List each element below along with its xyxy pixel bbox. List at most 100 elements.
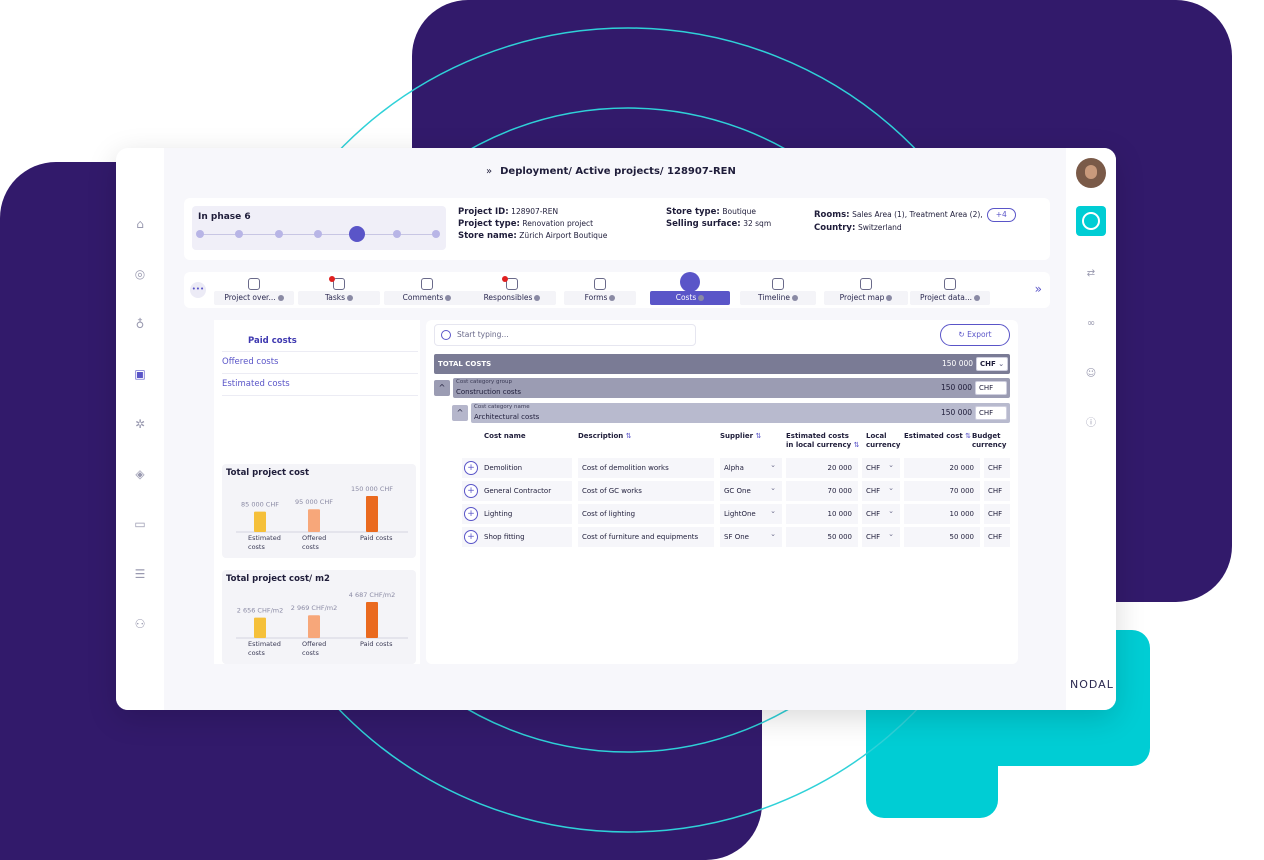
estimated-local-cell[interactable]: 50 000 [786, 527, 858, 547]
phase-dot[interactable] [196, 230, 204, 238]
add-icon[interactable]: + [464, 461, 478, 475]
total-currency-select[interactable]: CHF ⌄ [976, 357, 1008, 371]
chart-value-label: 95 000 CHF [295, 498, 333, 506]
tab-comments[interactable]: Comments [384, 272, 470, 308]
brand-app-button[interactable] [1076, 206, 1106, 236]
chart-value-label: 4 687 CHF/m2 [349, 591, 396, 599]
estimated-cost-cell[interactable]: 50 000 [904, 527, 980, 547]
sort-icon[interactable]: ⇅ [755, 432, 762, 440]
tab-forms[interactable]: Forms [564, 272, 636, 308]
estimated-local-cell[interactable]: 70 000 [786, 481, 858, 501]
rooms-more-button[interactable]: +4 [986, 208, 1016, 222]
phase-dot[interactable] [314, 230, 322, 238]
phase-dot[interactable] [432, 230, 440, 238]
local-currency-select[interactable]: CHF ⌄ [862, 481, 900, 501]
column-budget-currency[interactable]: Budget currency [972, 432, 1006, 450]
chart-bar[interactable] [366, 496, 378, 532]
phase-dot-current[interactable] [349, 226, 366, 242]
home-icon[interactable]: ⌂ [136, 217, 144, 231]
column-local-currency[interactable]: Local currency [866, 432, 900, 450]
chart-category-label: Estimated [248, 640, 281, 648]
column-estimated-cost[interactable]: Estimated cost ⇅ [904, 432, 971, 441]
tab-project-data[interactable]: Project data... [910, 272, 990, 308]
cell-text: CHF [866, 533, 881, 541]
lightbulb-icon[interactable]: ♁ [135, 317, 145, 331]
column-estimated-local[interactable]: Estimated costs in local currency ⇅ [786, 432, 860, 450]
sort-icon[interactable]: ⇅ [625, 432, 632, 440]
local-currency-select[interactable]: CHF ⌄ [862, 504, 900, 524]
table-row: + General Contractor Cost of GC works GC On… [462, 481, 1010, 501]
column-cost-name[interactable]: Cost name [484, 432, 526, 440]
supplier-select[interactable]: Alpha ⌄ [720, 458, 782, 478]
chart-bar[interactable] [254, 617, 266, 638]
local-currency-select[interactable]: CHF ⌄ [862, 527, 900, 547]
tab-label-text: Tasks [324, 293, 346, 302]
chart-bar[interactable] [308, 509, 320, 532]
tab-costs[interactable]: Costs [650, 272, 730, 308]
chart-bar[interactable] [254, 511, 266, 532]
link-icon[interactable]: ∞ [1086, 318, 1096, 329]
tab-project-map[interactable]: Project map [824, 272, 908, 308]
paid-costs-link[interactable]: Paid costs [248, 336, 297, 346]
more-menu-button[interactable]: ••• [190, 282, 206, 298]
column-header-line: Budget [972, 432, 1001, 440]
chevron-double-right-icon[interactable]: » [1034, 282, 1042, 296]
cost-group-currency[interactable]: CHF [975, 381, 1007, 395]
tab-responsibles[interactable]: Responsibles [468, 272, 556, 308]
local-currency-select[interactable]: CHF ⌄ [862, 458, 900, 478]
tab-label: Project data... [910, 291, 990, 305]
box-icon[interactable]: ◈ [135, 467, 145, 481]
project-type-label: Project type: [458, 219, 520, 229]
project-info-col-1: Project ID: 128907-REN Project type: Ren… [458, 206, 607, 242]
offered-costs-link[interactable]: Offered costs [222, 357, 279, 367]
search-input[interactable]: Start typing... [434, 324, 696, 346]
sort-icon[interactable]: ⇅ [853, 441, 860, 449]
add-icon[interactable]: + [464, 507, 478, 521]
phase-dot[interactable] [235, 230, 244, 238]
estimated-costs-link[interactable]: Estimated costs [222, 379, 290, 389]
column-description[interactable]: Description ⇅ [578, 432, 632, 441]
projects-icon[interactable]: ▣ [134, 367, 146, 381]
supplier-select[interactable]: LightOne ⌄ [720, 504, 782, 524]
supplier-select[interactable]: SF One ⌄ [720, 527, 782, 547]
comments-icon [421, 278, 433, 290]
collapse-button[interactable]: ^ [452, 405, 468, 421]
chevron-double-right-icon[interactable]: » [486, 166, 493, 177]
estimated-local-cell[interactable]: 10 000 [786, 504, 858, 524]
estimated-cost-cell[interactable]: 20 000 [904, 458, 980, 478]
cell-text: CHF [988, 533, 1003, 541]
phase-dot[interactable] [274, 230, 283, 238]
estimated-cost-cell[interactable]: 70 000 [904, 481, 980, 501]
cost-category-currency[interactable]: CHF [975, 406, 1007, 420]
estimated-local-cell[interactable]: 20 000 [786, 458, 858, 478]
settings-icon[interactable]: ✲ [134, 417, 146, 431]
truck-icon[interactable]: ▭ [134, 517, 146, 531]
column-supplier[interactable]: Supplier ⇅ [720, 432, 761, 441]
export-button[interactable]: ↻ Export [940, 324, 1010, 346]
phase-title: In phase 6 [198, 212, 251, 222]
tab-timeline[interactable]: Timeline [740, 272, 816, 308]
chart-category-label: Paid costs [360, 640, 393, 648]
tab-tasks[interactable]: Tasks [298, 272, 380, 308]
server-icon[interactable]: ☰ [134, 567, 146, 581]
tab-project-over[interactable]: Project over... [214, 272, 294, 308]
collapse-button[interactable]: ^ [434, 380, 450, 396]
sync-icon[interactable]: ⇄ [1086, 268, 1096, 279]
estimated-cost-cell[interactable]: 10 000 [904, 504, 980, 524]
supplier-select[interactable]: GC One ⌄ [720, 481, 782, 501]
info-icon[interactable]: ⓘ [1086, 418, 1096, 429]
chart-bar[interactable] [308, 615, 320, 638]
app-window: ⌂ ◎ ♁ ▣ ✲ ◈ ▭ ☰ ⚇ » Deployment/ Active pr… [116, 148, 1116, 710]
chart-bar[interactable] [366, 602, 378, 638]
users-icon[interactable]: ⚇ [134, 617, 146, 631]
add-icon[interactable]: + [464, 530, 478, 544]
phase-dot[interactable] [392, 230, 401, 238]
globe-icon[interactable]: ◎ [134, 267, 146, 281]
chart-category-label: Offered [302, 534, 326, 542]
sort-icon[interactable]: ⇅ [965, 432, 972, 440]
cost-name-cell: + Shop fitting [462, 527, 572, 547]
chat-icon[interactable]: ☺ [1085, 368, 1097, 379]
add-icon[interactable]: + [464, 484, 478, 498]
cell-text: 20 000 [949, 464, 975, 472]
avatar[interactable] [1076, 158, 1106, 188]
